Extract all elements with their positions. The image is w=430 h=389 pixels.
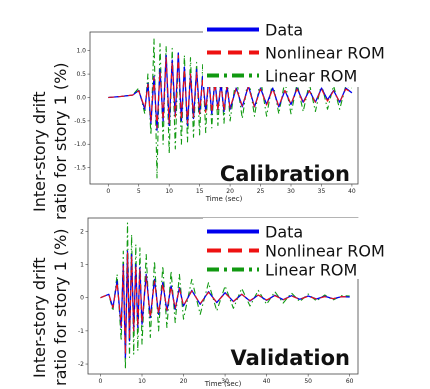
- ytick-label: -1.0: [74, 141, 86, 148]
- xtick-label: 20: [180, 378, 188, 385]
- xtick-label: 30: [221, 378, 229, 385]
- ytick-label: 1.0: [76, 48, 86, 55]
- ytick-label: -1: [78, 328, 84, 335]
- xlabel-top: Time (sec): [205, 195, 243, 203]
- xtick-label: 5: [137, 188, 141, 195]
- legend-entry-label: Linear ROM: [265, 261, 357, 280]
- legend-entry-label: Data: [265, 21, 303, 40]
- series-line-data: [100, 250, 350, 359]
- legend-entry-label: Linear ROM: [265, 67, 357, 86]
- xtick-label: 10: [138, 378, 146, 385]
- ylabel-top-line1: Inter-story drift: [30, 91, 49, 212]
- chart-top: 0 5 10 15 20 25 30 35 40 -1.5 -1.0 -0.5 0.0 0.5 1.0 In…: [30, 14, 423, 220]
- ylabel-top-line2: ratio for story 1 (%): [51, 62, 70, 220]
- xtick-label: 35: [318, 188, 326, 195]
- ytick-label: 0.5: [76, 71, 86, 78]
- legend-entry-label: Nonlinear ROM: [265, 242, 385, 261]
- xtick-label: 20: [226, 188, 234, 195]
- legend-entry-label: Nonlinear ROM: [265, 44, 385, 63]
- legend-entry-label: Data: [265, 223, 303, 242]
- ytick-label: -1.5: [74, 165, 86, 172]
- ytick-label: 2: [80, 228, 84, 235]
- series-line-nonlinear-rom: [108, 54, 353, 129]
- xtick-label: 0: [99, 378, 103, 385]
- ytick-label: -0.5: [74, 118, 86, 125]
- xtick-label: 50: [304, 378, 312, 385]
- ylabel-bottom-line1: Inter-story drift: [30, 257, 49, 378]
- xtick-label: 25: [257, 188, 265, 195]
- xlabel-bottom: Time (sec): [204, 380, 242, 388]
- legend-top: Data Nonlinear ROM Linear ROM: [203, 14, 423, 87]
- chart-bottom: 0 10 20 30 40 50 60 -2 -1 0 1 2 Inter-story drift r…: [30, 217, 423, 388]
- xtick-label: 0: [106, 188, 110, 195]
- ytick-label: 0.0: [76, 94, 86, 101]
- xtick-label: 10: [165, 188, 173, 195]
- ytick-label: 1: [80, 261, 84, 268]
- annotation-calibration: Calibration: [220, 162, 350, 186]
- xtick-label: 40: [348, 188, 356, 195]
- annotation-validation: Validation: [231, 346, 351, 370]
- ytick-label: -2: [78, 361, 84, 368]
- xtick-label: 40: [263, 378, 271, 385]
- xtick-label: 60: [346, 378, 354, 385]
- xtick-label: 30: [287, 188, 295, 195]
- ylabel-bottom-line2: ratio for story 1 (%): [51, 228, 70, 386]
- xtick-label: 15: [196, 188, 204, 195]
- ytick-label: 0: [80, 295, 84, 302]
